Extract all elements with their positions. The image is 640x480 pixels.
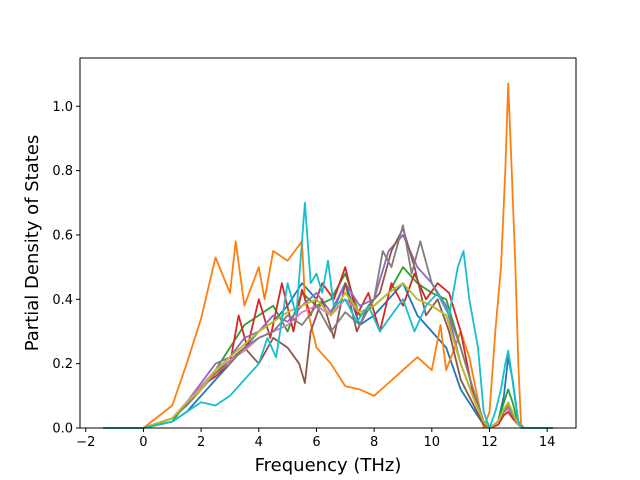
y-tick-label: 0.2 — [52, 357, 73, 372]
x-axis-ticks: −2 0 2 4 6 8 10 12 14 — [76, 428, 555, 450]
series-line-2 — [103, 82, 553, 429]
y-tick-label: 0.0 — [52, 422, 73, 437]
x-tick-label: 12 — [481, 435, 498, 450]
y-tick-label: 0.8 — [52, 164, 73, 179]
x-tick-label: −2 — [76, 435, 95, 450]
x-axis-label: Frequency (THz) — [255, 455, 402, 476]
x-tick-label: 2 — [197, 435, 205, 450]
x-tick-label: 8 — [370, 435, 378, 450]
y-tick-label: 0.6 — [52, 228, 73, 243]
y-axis-label: Partial Density of States — [22, 135, 43, 352]
x-tick-label: 4 — [255, 435, 263, 450]
x-tick-label: 14 — [539, 435, 556, 450]
plot-frame — [79, 57, 577, 429]
x-tick-label: 10 — [424, 435, 441, 450]
series-line-1 — [103, 282, 553, 429]
y-axis-ticks: 0.0 0.2 0.4 0.6 0.8 1.0 — [52, 100, 80, 437]
y-tick-label: 0.4 — [52, 293, 73, 308]
plot-lines — [103, 82, 553, 429]
y-tick-label: 1.0 — [52, 100, 73, 115]
series-line-10 — [103, 201, 553, 429]
series-line-9 — [103, 282, 553, 429]
x-tick-label: 6 — [312, 435, 320, 450]
x-tick-label: 0 — [139, 435, 147, 450]
